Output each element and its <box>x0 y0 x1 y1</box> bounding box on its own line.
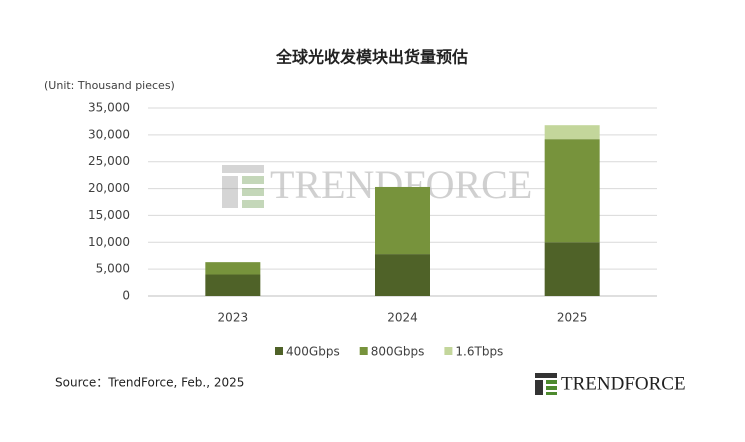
bar-segment <box>205 274 261 296</box>
logo-icon-bar <box>535 373 557 378</box>
chart-title: 全球光收发模块出货量预估 <box>275 48 468 67</box>
y-tick-label: 30,000 <box>88 127 130 141</box>
legend-swatch <box>275 347 283 355</box>
watermark-icon-bar <box>222 176 238 208</box>
legend: 400Gbps 800Gbps 1.6Tbps <box>275 345 503 359</box>
logo-icon-bar <box>546 392 557 395</box>
logo-text: TRENDFORCE <box>561 373 686 394</box>
y-tick-label: 10,000 <box>88 235 130 249</box>
watermark-icon-bar <box>222 165 264 173</box>
legend-label: 400Gbps <box>286 345 340 359</box>
logo-icon-bar <box>546 380 557 384</box>
bar-segment <box>375 186 430 255</box>
watermark-icon-bar <box>242 188 264 196</box>
bar-segment <box>544 125 600 140</box>
bar-segment <box>205 262 261 275</box>
watermark-icon <box>222 165 264 208</box>
y-tick-label: 35,000 <box>88 101 130 115</box>
watermark-icon-bar <box>242 176 264 184</box>
y-tick-label: 20,000 <box>88 181 130 195</box>
y-tick-label: 0 <box>122 289 130 303</box>
y-tick-label: 15,000 <box>88 208 130 222</box>
bar-segment <box>544 139 600 243</box>
x-tick-label: 2024 <box>387 311 418 325</box>
x-tick-label: 2025 <box>557 311 588 325</box>
logo-icon-bar <box>535 380 543 395</box>
x-tick-label: 2023 <box>218 311 249 325</box>
bar-segment <box>544 242 600 296</box>
source-note: Source：TrendForce, Feb., 2025 <box>55 376 244 390</box>
unit-label: (Unit: Thousand pieces) <box>44 79 175 92</box>
legend-swatch <box>444 347 453 355</box>
y-tick-label: 25,000 <box>88 154 130 168</box>
bar-segment <box>375 254 430 296</box>
legend-label: 1.6Tbps <box>455 345 503 359</box>
legend-label: 800Gbps <box>371 345 425 359</box>
logo-icon <box>535 373 557 395</box>
legend-swatch <box>359 347 368 355</box>
y-tick-label: 5,000 <box>96 262 130 276</box>
logo-icon-bar <box>546 386 557 390</box>
watermark-icon-bar <box>242 200 264 208</box>
